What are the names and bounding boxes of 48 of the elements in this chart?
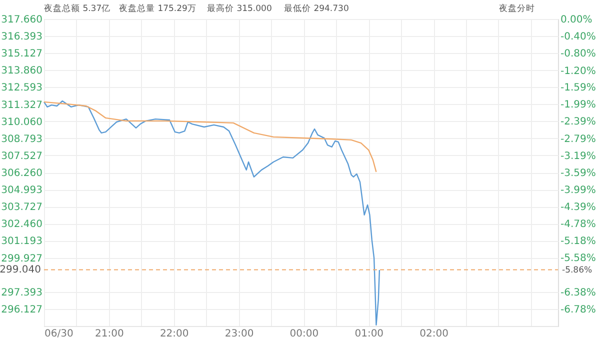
y-tick-label: 317.660: [1, 14, 42, 26]
y-tick-label: 306.260: [1, 168, 42, 179]
y-tick-label: 312.593: [1, 82, 42, 94]
y-tick-label: 316.393: [1, 32, 42, 43]
y-tick-label: 310.060: [1, 116, 42, 128]
text: 最高价 315.000: [207, 3, 272, 14]
y2-tick-label: -6.38%: [560, 287, 596, 298]
text: 夜盘总额 5.37亿: [44, 3, 111, 14]
y2-tick-label: -1.59%: [560, 82, 596, 94]
y2-tick-label: -6.78%: [560, 304, 596, 316]
x-tick-label: 21:00: [95, 328, 124, 340]
y-tick-label: 299.927: [1, 253, 42, 264]
y2-tick-label: -2.39%: [560, 116, 596, 128]
y-tick-label: 313.860: [1, 66, 42, 77]
y-tick-label: 303.727: [1, 202, 42, 214]
y-tick-label: 304.993: [1, 185, 42, 196]
y-tick-label: 311.327: [1, 100, 42, 111]
y-tick-label: 296.127: [1, 304, 42, 316]
x-tick-label: 06/30: [44, 328, 74, 340]
y2-tick-label: -4.39%: [560, 202, 596, 214]
y2-tick-label: -3.99%: [560, 185, 596, 196]
y2-tick-label: -4.78%: [560, 218, 596, 230]
ref-line-label: 299.040: [0, 264, 41, 276]
y2-tick-label: -1.20%: [560, 66, 596, 77]
y-tick-label: 302.460: [1, 219, 42, 230]
y-tick-label: 301.193: [1, 236, 42, 248]
x-tick-label: 22:00: [160, 328, 189, 340]
y-tick-label: 308.793: [1, 134, 42, 145]
text: 最低价 294.730: [284, 3, 349, 14]
text: 夜盘总量 175.29万: [119, 3, 196, 14]
text: -5.86%: [562, 266, 592, 276]
x-tick-label: 23:00: [224, 328, 254, 340]
x-tick-label: 00:00: [290, 328, 319, 340]
y2-tick-label: -5.18%: [560, 236, 596, 247]
text: 夜盘分时: [499, 3, 535, 14]
y2-tick-label: -0.40%: [560, 32, 596, 43]
x-tick-label: 02:00: [420, 328, 448, 340]
x-tick-label: 01:00: [354, 328, 384, 340]
y-tick-label: 307.527: [1, 150, 42, 162]
y2-tick-label: -3.59%: [560, 168, 596, 179]
y2-tick-label: -3.19%: [560, 150, 596, 162]
y2-tick-label: -5.58%: [560, 253, 596, 264]
y2-tick-label: -1.99%: [560, 100, 596, 111]
y2-tick-label: -2.79%: [560, 134, 596, 145]
y-tick-label: 315.127: [1, 48, 42, 60]
y-tick-label: 297.393: [1, 287, 42, 298]
y2-tick-label: 0.00%: [560, 14, 592, 26]
y2-tick-label: -0.80%: [560, 48, 596, 60]
